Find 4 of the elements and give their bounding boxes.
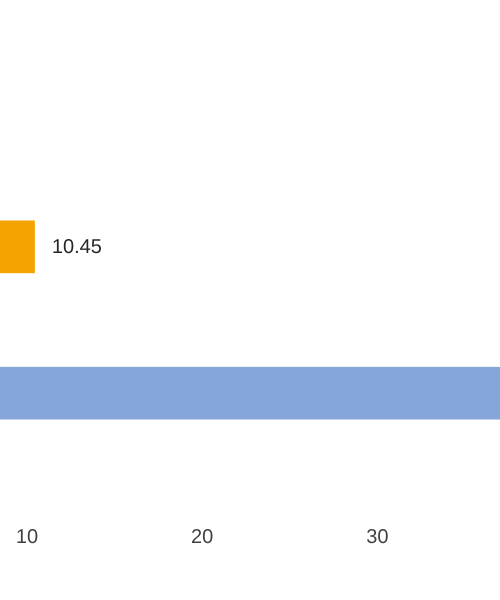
data-label: 10.45 bbox=[52, 236, 102, 258]
x-tick-label: 10 bbox=[16, 526, 38, 548]
x-tick-label: 20 bbox=[191, 526, 214, 548]
x-tick-label: 30 bbox=[366, 526, 388, 548]
